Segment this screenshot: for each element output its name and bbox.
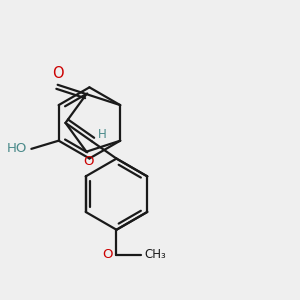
Text: O: O xyxy=(52,66,64,81)
Text: O: O xyxy=(103,248,113,261)
Text: O: O xyxy=(83,155,93,168)
Text: CH₃: CH₃ xyxy=(145,248,167,261)
Text: HO: HO xyxy=(7,142,27,155)
Text: H: H xyxy=(98,128,106,141)
